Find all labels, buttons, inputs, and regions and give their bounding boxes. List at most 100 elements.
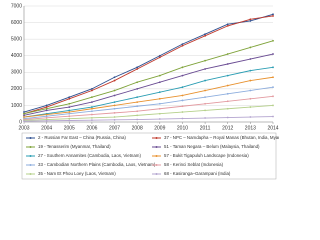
legend-label: 51 - Taman Negara – Belum (Malaysia, Tha… (164, 144, 260, 149)
x-tick-label: 2006 (86, 125, 97, 131)
point (113, 89, 116, 92)
point (113, 104, 116, 107)
point (181, 94, 184, 97)
point (249, 46, 252, 49)
point (136, 118, 139, 121)
point (226, 92, 229, 95)
y-tick-label: 4000 (11, 53, 22, 59)
point (272, 95, 274, 98)
x-tick-label: 2012 (222, 125, 233, 131)
point (204, 117, 206, 119)
series-line (23, 53, 274, 116)
point (249, 20, 252, 22)
point (91, 116, 93, 119)
point (272, 115, 274, 118)
legend-marker (29, 155, 32, 157)
point (91, 106, 93, 108)
legend-label: 68 - Kasiranga–Garampani (India) (164, 171, 231, 176)
point (226, 24, 229, 27)
legend-label: 33 - Cambodian Northern Plains (Cambodia… (38, 162, 156, 167)
point (204, 59, 206, 62)
legend-marker (29, 137, 32, 139)
legend-marker (29, 173, 32, 175)
point (272, 76, 274, 79)
x-tick-label: 2007 (109, 125, 120, 131)
point (23, 116, 25, 118)
point (272, 15, 274, 17)
legend-marker (155, 164, 158, 166)
x-tick-label: 2004 (41, 125, 52, 131)
series-line (23, 95, 274, 120)
point (68, 111, 71, 113)
point (68, 115, 71, 118)
legend-label: 37 - NPC – Namdapha – Royal Manas (Bhuta… (164, 135, 279, 140)
legend-label: 27 - Southern Annamites (Cambodia, Laos,… (38, 153, 141, 158)
point (136, 114, 139, 117)
point (136, 81, 139, 84)
point (158, 102, 161, 105)
legend-label: 19 - Tenasserim (Myanmar, Thailand) (38, 144, 111, 149)
point (45, 107, 48, 110)
legend-marker (29, 164, 32, 166)
point (181, 117, 184, 120)
point (68, 96, 71, 99)
point (113, 116, 116, 118)
point (45, 104, 48, 107)
x-tick-label: 2008 (132, 125, 143, 131)
point (226, 63, 229, 65)
point (45, 109, 48, 112)
point (272, 53, 274, 55)
point (68, 102, 71, 105)
point (91, 87, 93, 90)
point (204, 102, 206, 105)
point (68, 112, 71, 115)
point (23, 111, 25, 113)
legend-marker (155, 137, 158, 139)
point (68, 106, 71, 108)
point (204, 109, 206, 112)
point (158, 54, 161, 57)
point (226, 107, 229, 110)
point (158, 107, 161, 110)
y-tick-label: 5000 (11, 36, 22, 42)
series-line (23, 66, 274, 118)
point (272, 104, 274, 107)
point (204, 68, 206, 70)
x-tick-label: 2014 (267, 125, 278, 131)
legend-marker (155, 155, 158, 157)
point (249, 97, 252, 100)
point (226, 100, 229, 103)
legend-marker (155, 173, 158, 175)
point (181, 74, 184, 77)
point (113, 118, 116, 121)
point (181, 43, 184, 46)
point (113, 101, 116, 104)
point (249, 79, 252, 82)
point (136, 87, 139, 90)
point (68, 119, 71, 122)
point (158, 56, 161, 59)
point (91, 89, 93, 92)
point (181, 105, 184, 108)
point (45, 118, 48, 121)
series-line (23, 40, 274, 115)
point (249, 58, 252, 60)
x-tick-label: 2011 (200, 125, 211, 131)
point (226, 116, 229, 119)
point (249, 106, 252, 108)
point (45, 113, 48, 116)
point (249, 116, 252, 118)
point (181, 86, 184, 89)
y-tick-label: 1000 (11, 103, 22, 109)
legend-label: 58 - Kerinci Seblat (Indonesia) (164, 162, 224, 167)
legend-label: 57 - Bukit Tigapuluh Landscape (Indonesi… (164, 153, 249, 158)
legend-label: 35 - Nam Et Phou Loey (Laos, Vietnam) (38, 171, 116, 176)
point (136, 96, 139, 99)
point (136, 68, 139, 70)
chart: 0 1000 2000 3000 4000 5000 6000 7000 2003 2004 200… (11, 3, 279, 180)
point (45, 106, 48, 108)
point (158, 118, 161, 120)
point (113, 76, 116, 79)
point (113, 94, 116, 97)
point (249, 69, 252, 72)
